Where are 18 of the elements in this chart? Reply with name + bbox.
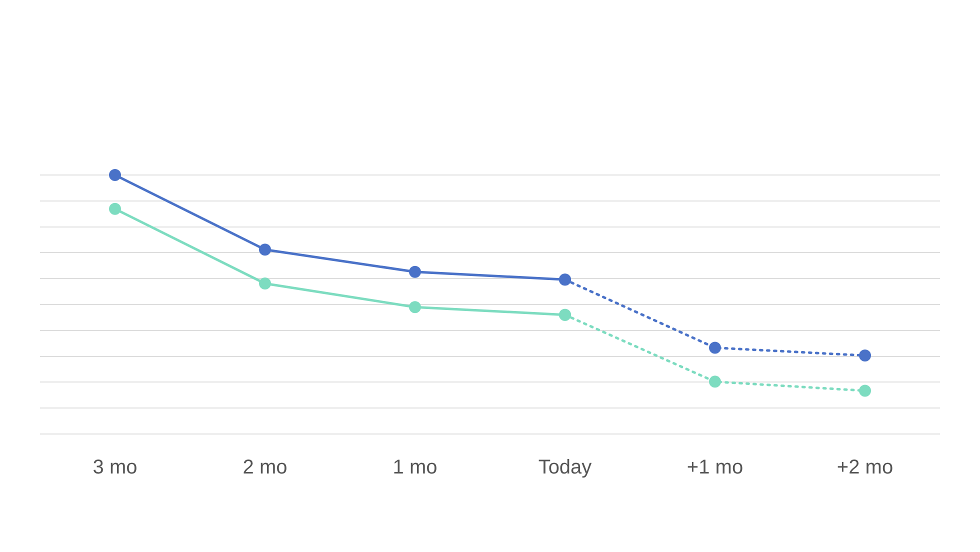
- point: [109, 169, 121, 181]
- point: [259, 278, 271, 290]
- point: [709, 342, 721, 354]
- point: [409, 301, 421, 314]
- point: [259, 244, 271, 256]
- x-tick-label: +2 mo: [836, 456, 894, 479]
- point: [559, 274, 571, 286]
- point: [559, 308, 571, 321]
- point: [859, 384, 871, 397]
- point: [409, 266, 421, 278]
- point: [859, 350, 871, 362]
- x-tick-label: 1 mo: [392, 456, 438, 479]
- x-tick-label: +1 mo: [686, 456, 744, 479]
- x-tick-label: 2 mo: [242, 456, 288, 479]
- point: [109, 202, 121, 215]
- point: [709, 376, 721, 388]
- x-tick-label: 3 mo: [92, 456, 138, 479]
- x-tick-label: Today: [538, 456, 592, 479]
